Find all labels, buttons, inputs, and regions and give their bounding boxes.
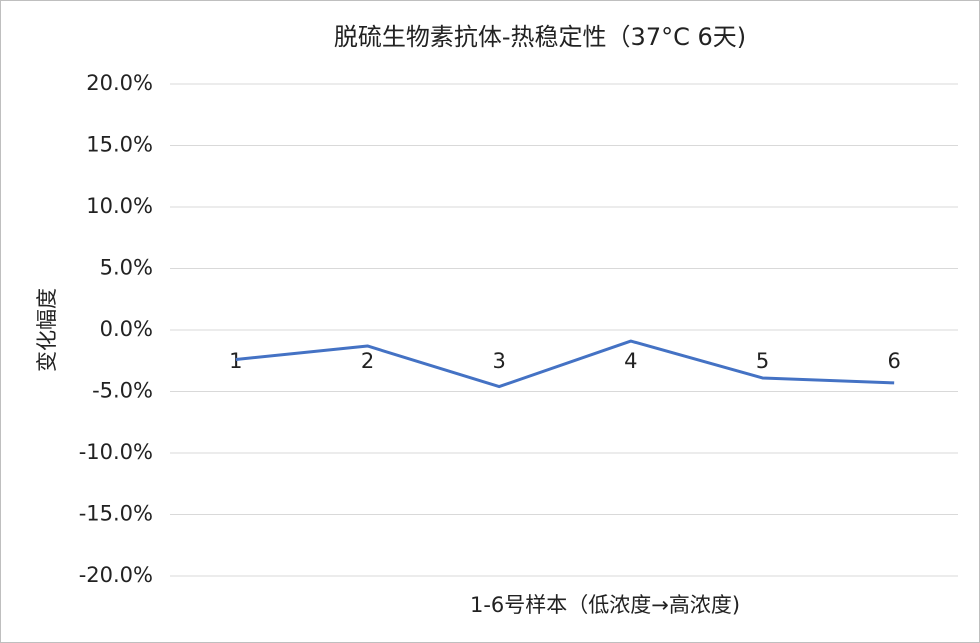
x-axis-title: 1-6号样本（低浓度→高浓度) (470, 593, 740, 617)
y-tick-label: 5.0% (100, 256, 153, 280)
y-tick-label: -20.0% (79, 563, 153, 587)
y-axis-title: 变化幅度 (35, 288, 59, 372)
data-line (235, 339, 895, 389)
y-tick-label: -10.0% (79, 440, 153, 464)
y-tick-label: 0.0% (100, 317, 153, 341)
x-tick-label: 1 (229, 349, 242, 373)
y-tick-label: 15.0% (86, 133, 153, 157)
x-tick-label: 4 (624, 349, 637, 373)
y-tick-label: 20.0% (86, 71, 153, 95)
y-tick-label: 10.0% (86, 194, 153, 218)
x-tick-label: 6 (887, 349, 900, 373)
y-tick-label: -15.0% (79, 502, 153, 526)
x-tick-label: 2 (361, 349, 374, 373)
x-tick-label: 5 (756, 349, 769, 373)
chart-title: 脱硫生物素抗体-热稳定性（37°C 6天) (334, 23, 746, 51)
y-tick-label: -5.0% (92, 379, 153, 403)
x-tick-label: 3 (492, 349, 505, 373)
